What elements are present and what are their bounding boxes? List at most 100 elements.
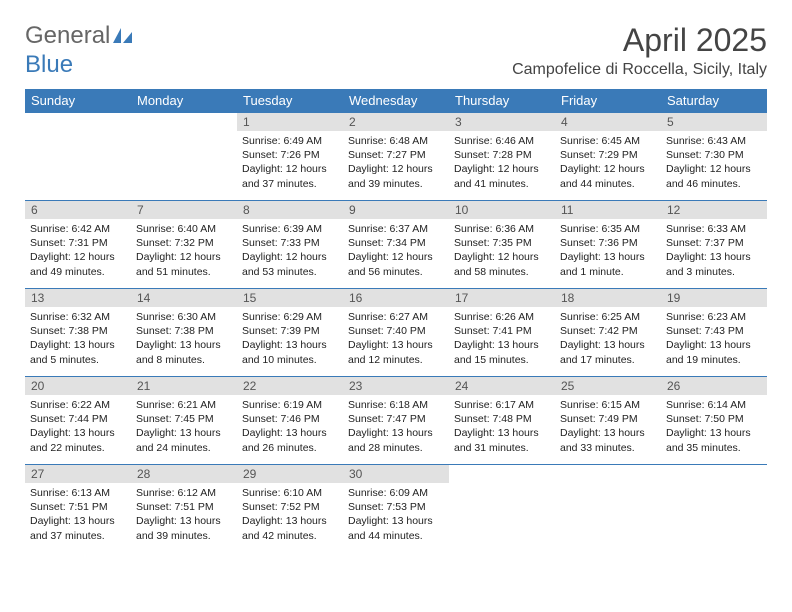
calendar-cell: 15Sunrise: 6:29 AMSunset: 7:39 PMDayligh… [237, 288, 343, 376]
sunrise-value: 6:27 AM [389, 311, 428, 323]
sunset-value: 7:51 PM [175, 501, 214, 513]
sunset-value: 7:37 PM [705, 237, 744, 249]
sunrise-value: 6:22 AM [71, 399, 110, 411]
day-number: 8 [237, 201, 343, 219]
calendar-cell: .. [661, 464, 767, 552]
sunset-value: 7:49 PM [599, 413, 638, 425]
day-number: 13 [25, 289, 131, 307]
sunrise-value: 6:21 AM [177, 399, 216, 411]
sunrise-label: Sunrise: [30, 223, 69, 235]
day-wrap: 2Sunrise: 6:48 AMSunset: 7:27 PMDaylight… [343, 112, 449, 200]
sunrise-value: 6:19 AM [283, 399, 322, 411]
day-data: Sunrise: 6:30 AMSunset: 7:38 PMDaylight:… [131, 307, 237, 371]
day-data: Sunrise: 6:40 AMSunset: 7:32 PMDaylight:… [131, 219, 237, 283]
sunset-label: Sunset: [560, 149, 596, 161]
day-data: Sunrise: 6:48 AMSunset: 7:27 PMDaylight:… [343, 131, 449, 195]
day-data: Sunrise: 6:10 AMSunset: 7:52 PMDaylight:… [237, 483, 343, 547]
day-data: Sunrise: 6:19 AMSunset: 7:46 PMDaylight:… [237, 395, 343, 459]
day-data: Sunrise: 6:29 AMSunset: 7:39 PMDaylight:… [237, 307, 343, 371]
calendar-row: 20Sunrise: 6:22 AMSunset: 7:44 PMDayligh… [25, 376, 767, 464]
sunrise-value: 6:42 AM [71, 223, 110, 235]
daylight-label: Daylight: [136, 515, 177, 527]
day-wrap: 25Sunrise: 6:15 AMSunset: 7:49 PMDayligh… [555, 376, 661, 464]
sunset-value: 7:43 PM [705, 325, 744, 337]
day-header-row: SundayMondayTuesdayWednesdayThursdayFrid… [25, 89, 767, 112]
sunrise-label: Sunrise: [666, 399, 705, 411]
sunset-label: Sunset: [242, 149, 278, 161]
header: General Blue April 2025 Campofelice di R… [25, 22, 767, 79]
sunset-label: Sunset: [348, 501, 384, 513]
day-data: Sunrise: 6:27 AMSunset: 7:40 PMDaylight:… [343, 307, 449, 371]
calendar-cell: 21Sunrise: 6:21 AMSunset: 7:45 PMDayligh… [131, 376, 237, 464]
day-wrap: 5Sunrise: 6:43 AMSunset: 7:30 PMDaylight… [661, 112, 767, 200]
sunset-value: 7:48 PM [493, 413, 532, 425]
sunset-value: 7:44 PM [69, 413, 108, 425]
calendar-cell: 13Sunrise: 6:32 AMSunset: 7:38 PMDayligh… [25, 288, 131, 376]
day-number: 4 [555, 113, 661, 131]
sunrise-value: 6:43 AM [707, 135, 746, 147]
sunrise-label: Sunrise: [242, 135, 281, 147]
day-wrap: 14Sunrise: 6:30 AMSunset: 7:38 PMDayligh… [131, 288, 237, 376]
day-wrap: 30Sunrise: 6:09 AMSunset: 7:53 PMDayligh… [343, 464, 449, 552]
day-wrap: 12Sunrise: 6:33 AMSunset: 7:37 PMDayligh… [661, 200, 767, 288]
day-number: 12 [661, 201, 767, 219]
daylight-label: Daylight: [348, 163, 389, 175]
sunrise-value: 6:18 AM [389, 399, 428, 411]
sunset-value: 7:45 PM [175, 413, 214, 425]
day-wrap: 15Sunrise: 6:29 AMSunset: 7:39 PMDayligh… [237, 288, 343, 376]
day-wrap: 26Sunrise: 6:14 AMSunset: 7:50 PMDayligh… [661, 376, 767, 464]
calendar-cell: 10Sunrise: 6:36 AMSunset: 7:35 PMDayligh… [449, 200, 555, 288]
sunset-value: 7:42 PM [599, 325, 638, 337]
day-wrap: 23Sunrise: 6:18 AMSunset: 7:47 PMDayligh… [343, 376, 449, 464]
sunrise-value: 6:33 AM [707, 223, 746, 235]
sunset-label: Sunset: [666, 237, 702, 249]
daylight-label: Daylight: [30, 427, 71, 439]
sunset-value: 7:33 PM [281, 237, 320, 249]
day-number: 30 [343, 465, 449, 483]
sunrise-value: 6:48 AM [389, 135, 428, 147]
sunrise-value: 6:45 AM [601, 135, 640, 147]
day-wrap: 13Sunrise: 6:32 AMSunset: 7:38 PMDayligh… [25, 288, 131, 376]
sunrise-label: Sunrise: [136, 311, 175, 323]
sunrise-label: Sunrise: [242, 399, 281, 411]
day-number: 1 [237, 113, 343, 131]
calendar-cell: 27Sunrise: 6:13 AMSunset: 7:51 PMDayligh… [25, 464, 131, 552]
sunset-value: 7:31 PM [69, 237, 108, 249]
daylight-label: Daylight: [136, 427, 177, 439]
day-data: Sunrise: 6:26 AMSunset: 7:41 PMDaylight:… [449, 307, 555, 371]
calendar-cell: 1Sunrise: 6:49 AMSunset: 7:26 PMDaylight… [237, 112, 343, 200]
day-data: Sunrise: 6:09 AMSunset: 7:53 PMDaylight:… [343, 483, 449, 547]
sunrise-label: Sunrise: [30, 487, 69, 499]
sunrise-value: 6:15 AM [601, 399, 640, 411]
day-number: 25 [555, 377, 661, 395]
sunset-label: Sunset: [454, 325, 490, 337]
daylight-label: Daylight: [666, 163, 707, 175]
sunrise-label: Sunrise: [560, 311, 599, 323]
sunrise-label: Sunrise: [666, 135, 705, 147]
sunset-value: 7:26 PM [281, 149, 320, 161]
sunset-value: 7:36 PM [599, 237, 638, 249]
calendar-cell: 18Sunrise: 6:25 AMSunset: 7:42 PMDayligh… [555, 288, 661, 376]
daylight-label: Daylight: [242, 427, 283, 439]
calendar-cell: .. [449, 464, 555, 552]
sunset-value: 7:29 PM [599, 149, 638, 161]
day-wrap: 17Sunrise: 6:26 AMSunset: 7:41 PMDayligh… [449, 288, 555, 376]
sunset-label: Sunset: [136, 413, 172, 425]
day-header: Wednesday [343, 89, 449, 112]
sunset-label: Sunset: [242, 501, 278, 513]
calendar-cell: 23Sunrise: 6:18 AMSunset: 7:47 PMDayligh… [343, 376, 449, 464]
sunset-value: 7:51 PM [69, 501, 108, 513]
calendar-cell: 16Sunrise: 6:27 AMSunset: 7:40 PMDayligh… [343, 288, 449, 376]
sunset-value: 7:38 PM [69, 325, 108, 337]
daylight-label: Daylight: [30, 251, 71, 263]
sunset-label: Sunset: [30, 325, 66, 337]
sunrise-label: Sunrise: [348, 311, 387, 323]
sunrise-value: 6:40 AM [177, 223, 216, 235]
daylight-label: Daylight: [348, 427, 389, 439]
calendar-cell: 5Sunrise: 6:43 AMSunset: 7:30 PMDaylight… [661, 112, 767, 200]
sunset-label: Sunset: [242, 413, 278, 425]
sunset-value: 7:35 PM [493, 237, 532, 249]
calendar-cell: 12Sunrise: 6:33 AMSunset: 7:37 PMDayligh… [661, 200, 767, 288]
day-number: 9 [343, 201, 449, 219]
day-header: Thursday [449, 89, 555, 112]
